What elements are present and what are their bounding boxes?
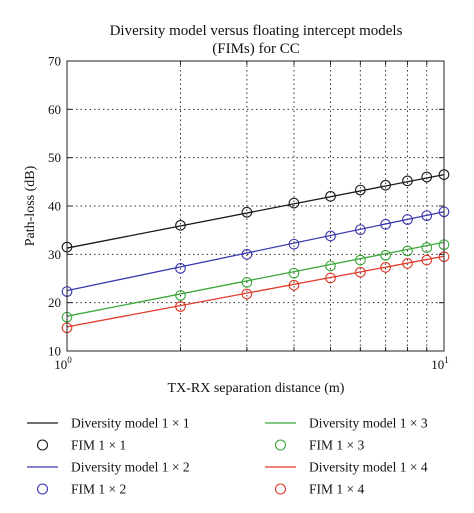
data-point-marker [380,249,391,261]
y-tick-label: 10 [48,344,61,359]
legend-marker-swatch [274,439,287,451]
data-point-marker [325,260,336,272]
legend: Diversity model 1 × 1 Diversity model 1 ×… [27,416,428,497]
data-point-marker [380,219,391,230]
data-point-marker [421,210,433,222]
grid [67,61,444,351]
data-point-marker [402,214,413,225]
legend-label: FIM 1 × 1 [71,438,126,453]
data-point-marker [175,219,186,231]
x-tick-label: 101 [431,355,449,372]
data-point-marker [288,238,300,250]
data-point-marker [380,179,391,191]
data-point-marker [288,267,300,279]
legend-label: Diversity model 1 × 2 [71,460,190,475]
chart-title: Diversity model versus floating intercep… [110,23,403,39]
data-point-marker [288,197,300,209]
y-tick-label: 40 [48,199,61,214]
data-point-marker [355,254,366,266]
data-point-marker [421,254,433,266]
chart-subtitle: (FIMs) for CC [212,41,300,57]
series-line [66,173,445,249]
legend-label: FIM 1 × 3 [309,438,364,453]
data-point-marker [241,277,253,288]
data-point-marker [402,258,413,269]
y-axis-label: Path-loss (dB) [23,165,38,246]
series-group [61,169,450,334]
data-point-marker [355,224,366,236]
x-tick-base: 10 [431,357,444,372]
y-tick-label: 70 [48,54,61,69]
data-point-marker [421,171,433,183]
data-point-marker [241,248,253,260]
data-point-marker [421,242,433,253]
legend-marker-swatch [36,483,49,495]
data-point-marker [175,263,186,274]
data-point-marker [288,279,300,291]
data-point-marker [355,266,366,278]
x-tick-base: 10 [54,357,67,372]
data-point-marker [355,184,366,196]
data-point-marker [241,206,253,218]
data-point-marker [175,290,186,301]
y-tick-label: 20 [48,295,61,310]
legend-marker-swatch [274,483,287,495]
legend-label: FIM 1 × 2 [71,482,126,497]
data-point-marker [402,245,413,257]
x-tick-label: 100 [54,355,72,372]
data-point-marker [380,262,391,273]
data-point-marker [325,190,336,202]
data-point-marker [325,272,336,284]
legend-label: FIM 1 × 4 [309,482,364,497]
data-point-marker [402,175,413,187]
x-axis-label: TX-RX separation distance (m) [168,381,345,396]
legend-label: Diversity model 1 × 4 [309,460,428,475]
x-tick-exponent: 1 [444,355,449,365]
legend-label: Diversity model 1 × 1 [71,416,190,431]
y-tick-label: 60 [48,102,61,117]
y-tick-label: 50 [48,150,61,165]
y-tick-label: 30 [48,247,61,262]
data-point-marker [175,301,186,312]
series-line [66,255,445,328]
data-point-marker [325,230,336,242]
legend-marker-swatch [36,439,49,451]
x-tick-exponent: 0 [67,355,72,365]
legend-label: Diversity model 1 × 3 [309,416,428,431]
data-point-marker [241,288,253,300]
